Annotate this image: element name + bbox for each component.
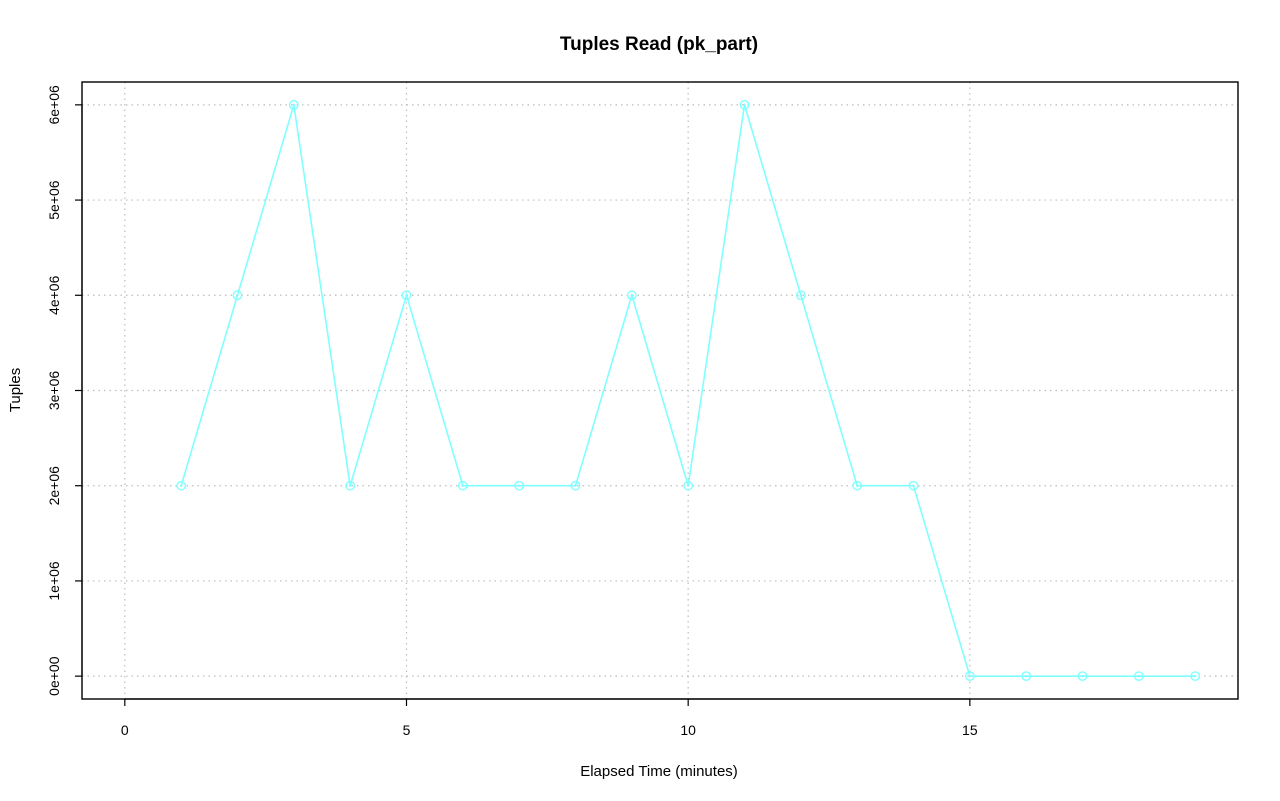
- data-point: [1021, 671, 1032, 682]
- data-point-center: [912, 484, 915, 487]
- data-point-center: [236, 294, 239, 297]
- chart-title: Tuples Read (pk_part): [560, 34, 758, 55]
- data-point: [401, 290, 412, 301]
- y-tick-label: 6e+06: [46, 85, 62, 125]
- y-tick-label: 3e+06: [46, 371, 62, 411]
- data-point-center: [405, 294, 408, 297]
- data-point: [232, 290, 243, 301]
- data-point-center: [968, 674, 972, 678]
- data-point-center: [1193, 674, 1197, 678]
- y-tick-label: 4e+06: [46, 275, 62, 315]
- y-tick-label: 5e+06: [46, 180, 62, 220]
- data-point: [570, 480, 581, 491]
- x-tick-label: 15: [962, 722, 978, 738]
- data-point-center: [743, 103, 746, 107]
- data-point-center: [1024, 674, 1028, 678]
- data-point-center: [799, 294, 803, 297]
- data-point: [964, 671, 975, 682]
- data-point-center: [1081, 674, 1084, 678]
- data-point-center: [1137, 674, 1141, 678]
- data-point: [1077, 671, 1088, 682]
- x-tick-label: 5: [403, 722, 411, 738]
- data-point: [1190, 671, 1201, 682]
- data-point-center: [517, 484, 521, 487]
- x-axis: 0 5 10 15: [121, 698, 978, 738]
- data-point-center: [630, 294, 634, 297]
- data-point: [795, 290, 806, 301]
- data-point: [288, 99, 299, 110]
- data-point-center: [686, 484, 690, 487]
- y-axis: 0e+00 1e+06 2e+06 3e+06 4e+06 5e+06 6e+06: [46, 85, 83, 696]
- data-point-center: [348, 484, 352, 487]
- data-point: [345, 480, 356, 491]
- y-axis-label: Tuples: [7, 368, 24, 412]
- data-point-center: [855, 484, 859, 487]
- data-point: [852, 480, 863, 491]
- x-axis-label: Elapsed Time (minutes): [580, 763, 738, 780]
- data-point: [514, 480, 525, 491]
- data-point: [457, 480, 468, 491]
- data-point: [1133, 671, 1144, 682]
- y-tick-label: 0e+00: [46, 656, 62, 696]
- data-point-center: [292, 103, 296, 107]
- y-tick-label: 2e+06: [46, 466, 62, 506]
- data-point-center: [574, 484, 577, 487]
- x-tick-label: 10: [680, 722, 696, 738]
- data-point: [739, 99, 750, 110]
- data-point-center: [461, 484, 465, 487]
- data-point: [176, 480, 187, 491]
- data-point: [626, 290, 637, 301]
- x-tick-label: 0: [121, 722, 129, 738]
- data-point: [683, 480, 694, 491]
- y-tick-label: 1e+06: [46, 561, 62, 601]
- data-point: [908, 480, 919, 491]
- data-point-center: [179, 484, 183, 487]
- series-layer: [176, 99, 1201, 682]
